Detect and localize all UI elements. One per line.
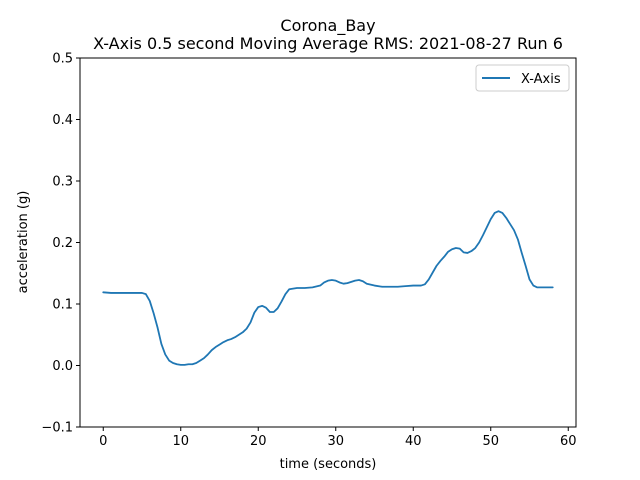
x-tick-label: 10 — [172, 434, 189, 449]
x-axis-ticks: 0 10 20 30 40 50 60 — [99, 427, 577, 449]
x-tick-label: 40 — [405, 434, 422, 449]
y-axis-ticks: −0.1 0.0 0.1 0.2 0.3 0.4 0.5 — [41, 52, 80, 436]
chart-title-line2: X-Axis 0.5 second Moving Average RMS: 20… — [93, 34, 563, 53]
legend: X-Axis — [475, 64, 570, 92]
y-tick-label: 0.5 — [52, 52, 73, 67]
y-tick-label: 0.2 — [52, 236, 73, 251]
legend-box — [475, 64, 570, 92]
y-axis-label: acceleration (g) — [16, 191, 31, 294]
y-tick-label: −0.1 — [41, 421, 73, 436]
plot-area-frame — [79, 57, 577, 428]
legend-entry-x-axis: X-Axis — [521, 72, 561, 87]
y-tick-label: 0.4 — [52, 113, 73, 128]
series-line-x-axis — [102, 210, 554, 366]
x-axis-label: time (seconds) — [280, 457, 377, 472]
y-tick-label: 0.1 — [52, 298, 73, 313]
x-tick-label: 0 — [99, 434, 107, 449]
chart-title-line1: Corona_Bay — [280, 16, 375, 36]
y-tick-label: 0.0 — [52, 359, 73, 374]
x-tick-label: 20 — [250, 434, 267, 449]
series-layer — [102, 210, 554, 366]
x-tick-label: 30 — [327, 434, 344, 449]
y-tick-label: 0.3 — [52, 175, 73, 190]
x-tick-label: 50 — [482, 434, 499, 449]
x-tick-label: 60 — [560, 434, 577, 449]
